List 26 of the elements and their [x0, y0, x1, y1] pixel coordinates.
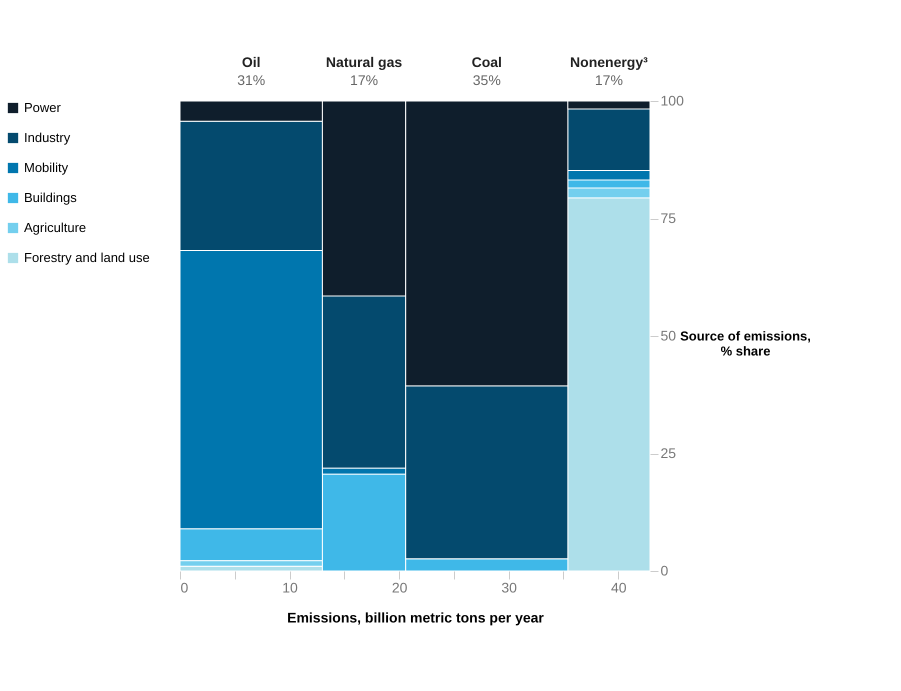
x-tick-label: 0: [180, 580, 188, 596]
text: Nonenergy³: [570, 54, 648, 70]
legend-label: Buildings: [24, 190, 78, 205]
y-tick-label: 0: [660, 562, 668, 578]
x-axis-title: Emissions, billion metric tons per year: [287, 610, 544, 626]
x-tick-label: 30: [501, 580, 518, 596]
y-tick-label: 50: [660, 328, 676, 344]
legend-label: Agriculture: [24, 220, 86, 235]
y-tick-label: 25: [660, 445, 676, 461]
legend-label: Industry: [24, 130, 71, 145]
y-axis-title: Source of emissions, % share: [680, 328, 811, 358]
legend-label: Forestry and land use: [24, 250, 150, 265]
legend-label: Mobility: [24, 160, 69, 175]
text: 31%: [237, 72, 266, 88]
text: 35%: [472, 72, 501, 88]
text: Oil: [242, 54, 261, 70]
x-tick-label: 10: [282, 580, 298, 596]
text: Natural gas: [326, 54, 402, 70]
text: 17%: [350, 72, 378, 88]
text: 17%: [594, 72, 623, 88]
text: Coal: [472, 54, 502, 70]
legend-label: Power: [24, 100, 62, 115]
x-tick-label: 20: [392, 580, 408, 596]
x-tick-label: 40: [610, 580, 627, 596]
y-tick-label: 75: [660, 210, 676, 226]
y-tick-label: 100: [660, 92, 684, 108]
